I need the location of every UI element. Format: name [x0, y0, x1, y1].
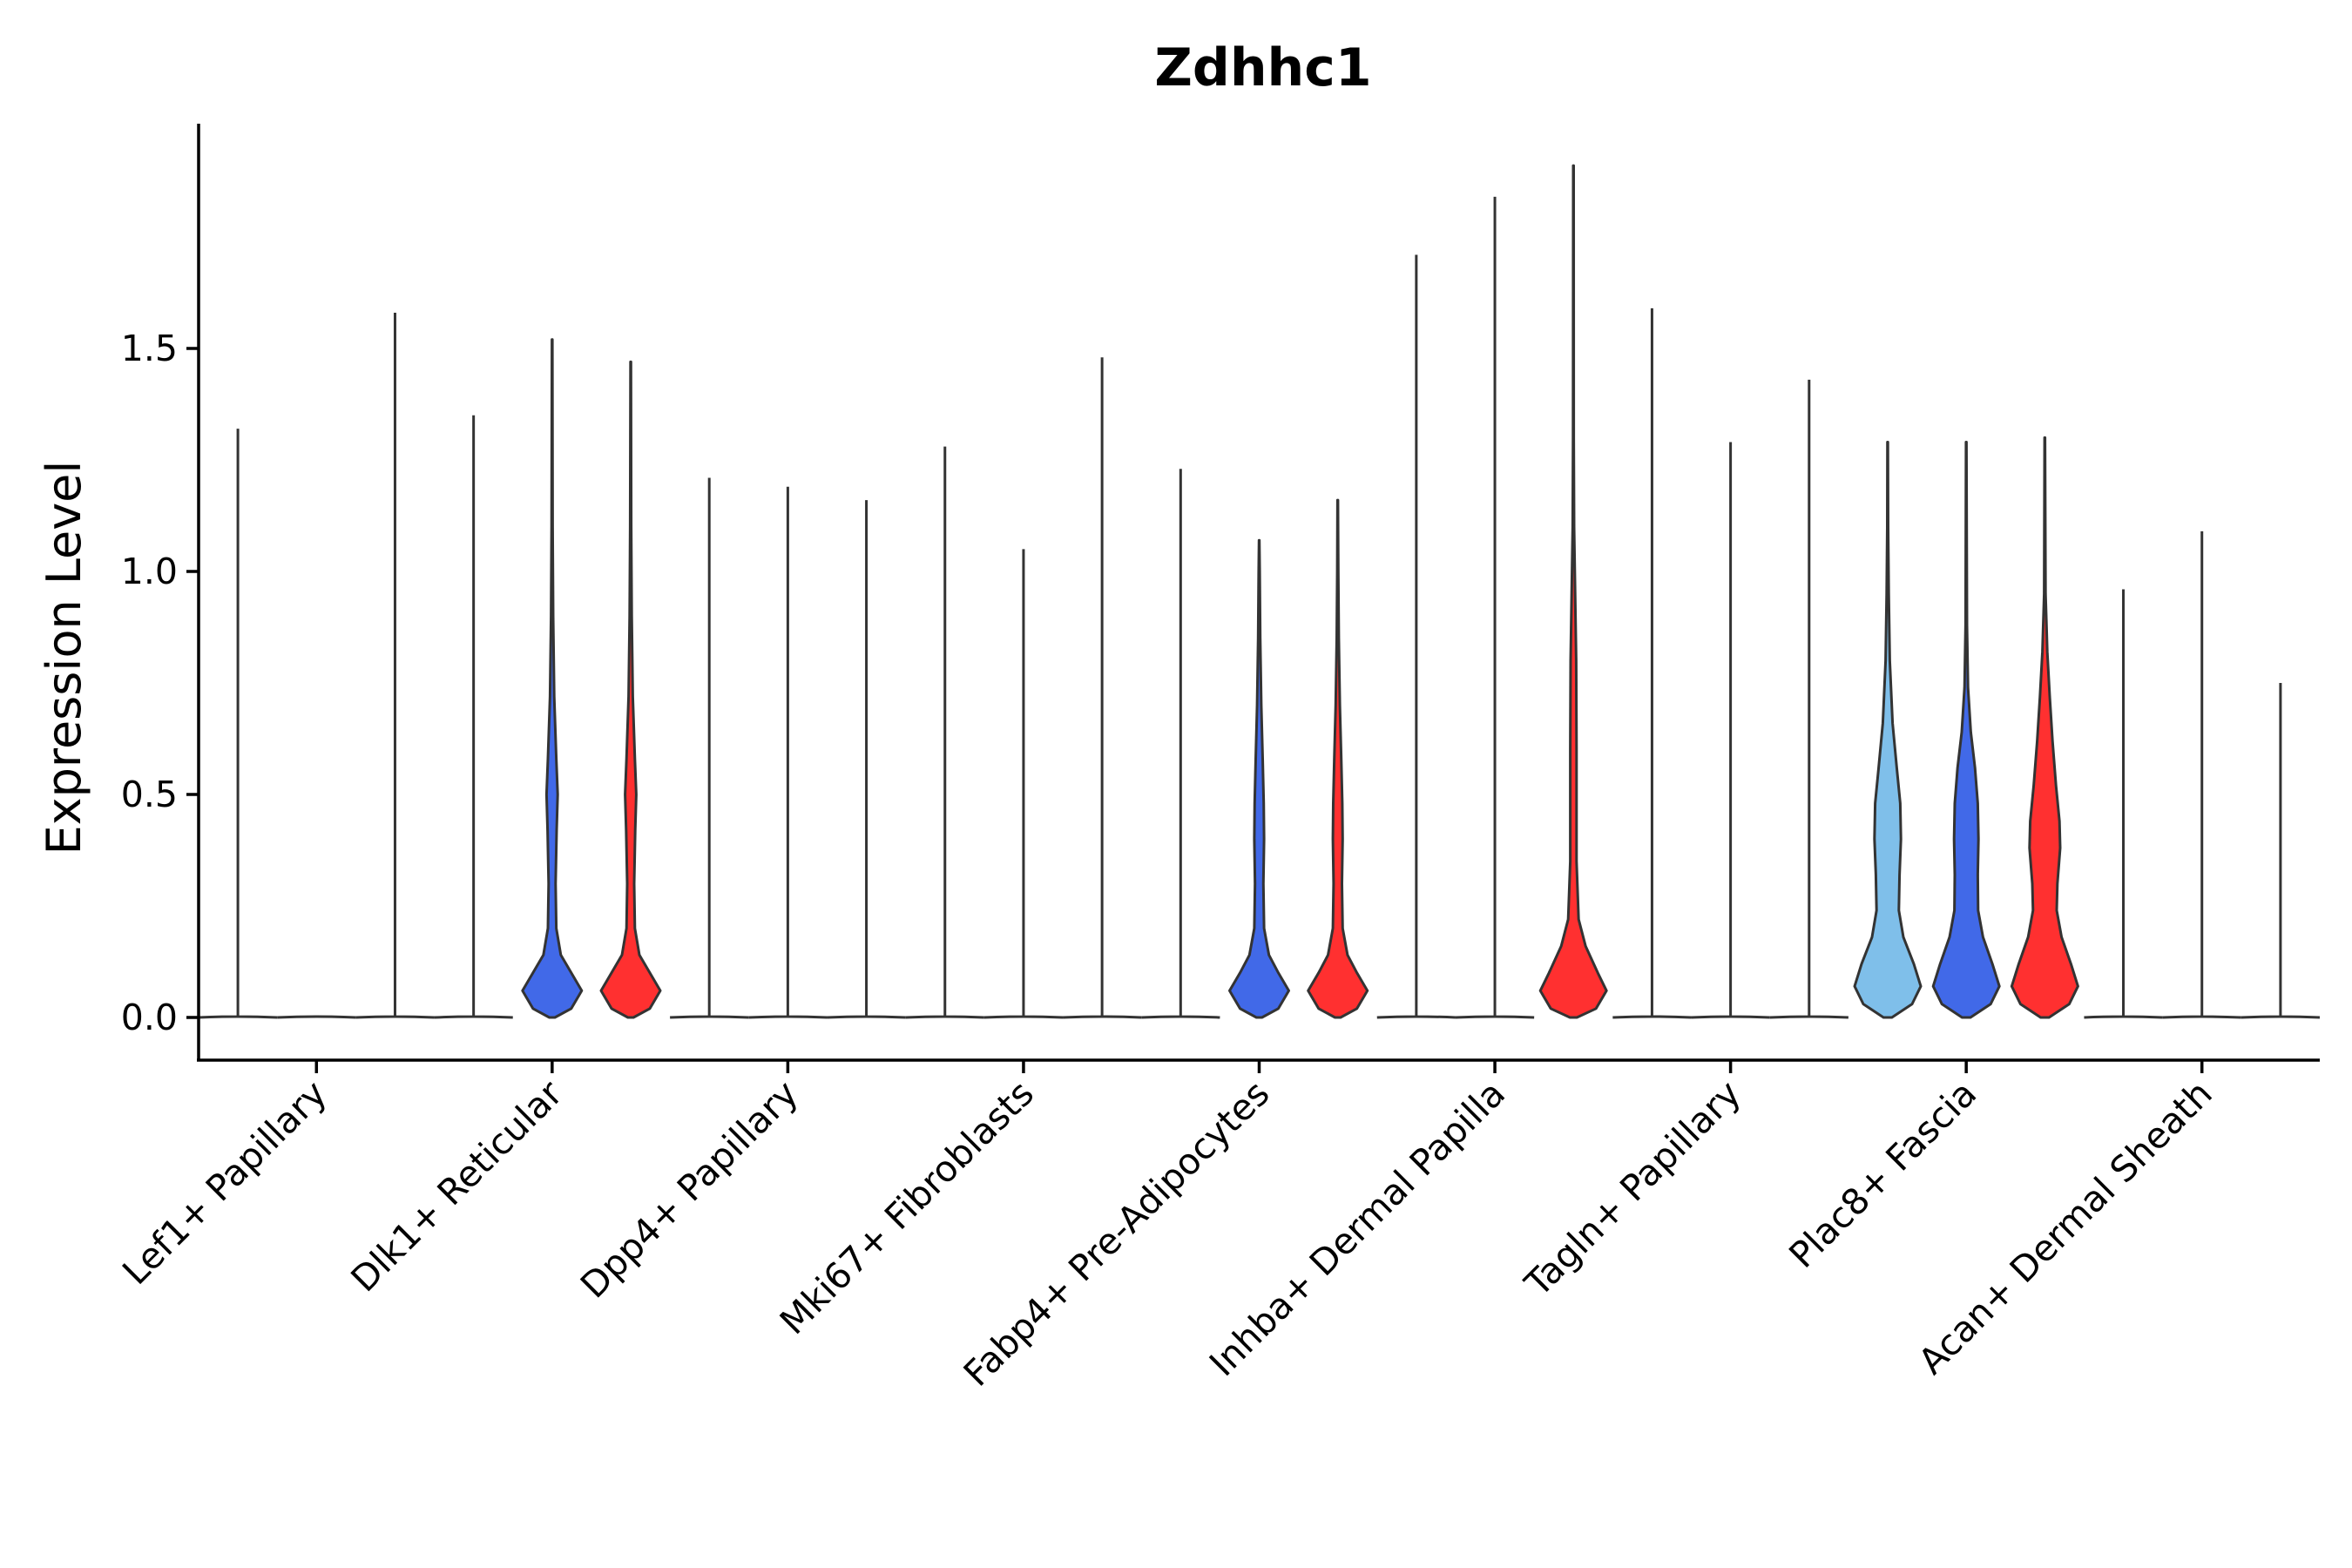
x-tick-label: Mki67+ Fibroblasts: [772, 1072, 1042, 1342]
violin-tagln-papillary-2: [1691, 442, 1770, 1019]
violin-dlk1-reticular-2: [521, 338, 584, 1019]
violin-dlk1-reticular-1: [434, 415, 513, 1019]
violin-fabp4-pre-adipocytes-1: [1141, 469, 1220, 1019]
violin-acan-dermal-sheath-1: [2084, 589, 2163, 1019]
violin-plac8-fascia-2: [1931, 441, 2001, 1019]
x-tick-label: Lef1+ Papillary: [114, 1072, 335, 1293]
violin-dpp4-papillary-2: [748, 486, 828, 1019]
y-tick-label: 1.0: [121, 551, 178, 592]
violin-lef1-papillary-1: [198, 429, 278, 1019]
violin-acan-dermal-sheath-2: [2162, 531, 2241, 1019]
violin-inhba-dermal-papilla-1: [1376, 254, 1456, 1019]
x-tick-label: Tagln+ Papillary: [1517, 1072, 1749, 1305]
violin-mki67-fibroblasts-2: [983, 549, 1064, 1019]
chart-title: Zdhhc1: [1154, 37, 1371, 98]
violin-plac8-fascia-1: [1853, 441, 1923, 1019]
violin-dpp4-papillary-1: [670, 477, 749, 1019]
violin-inhba-dermal-papilla-3: [1538, 164, 1608, 1019]
x-ticks: Lef1+ Papillary Dlk1+ Reticular Dpp4+ Papi…: [114, 1060, 2220, 1395]
violin-tagln-papillary-3: [1769, 379, 1848, 1019]
x-tick-label: Plac8+ Fascia: [1781, 1072, 1984, 1276]
y-tick-label: 1.5: [121, 328, 178, 369]
x-tick-label: Dlk1+ Reticular: [343, 1072, 571, 1300]
violin-plac8-fascia-3: [2010, 436, 2079, 1019]
violin-mki67-fibroblasts-1: [905, 446, 984, 1019]
y-ticks: 0.0 0.5 1.0 1.5: [121, 328, 199, 1038]
violin-tagln-papillary-1: [1612, 308, 1692, 1019]
violin-lef1-papillary-3: [355, 313, 435, 1019]
violin-dlk1-reticular-3: [599, 360, 662, 1019]
violin-acan-dermal-sheath-3: [2240, 683, 2321, 1019]
y-axis-label: Expression Level: [37, 461, 91, 855]
violin-fabp4-pre-adipocytes-2: [1228, 538, 1290, 1019]
violin-mki67-fibroblasts-3: [1062, 357, 1142, 1019]
y-tick-label: 0.5: [121, 774, 178, 815]
x-tick-label: Dpp4+ Papillary: [572, 1072, 806, 1306]
y-tick-label: 0.0: [121, 997, 178, 1038]
violin-dpp4-papillary-3: [827, 500, 906, 1019]
violin-fabp4-pre-adipocytes-3: [1307, 498, 1369, 1019]
violins-layer: [198, 164, 2321, 1019]
violin-inhba-dermal-papilla-2: [1455, 196, 1535, 1019]
